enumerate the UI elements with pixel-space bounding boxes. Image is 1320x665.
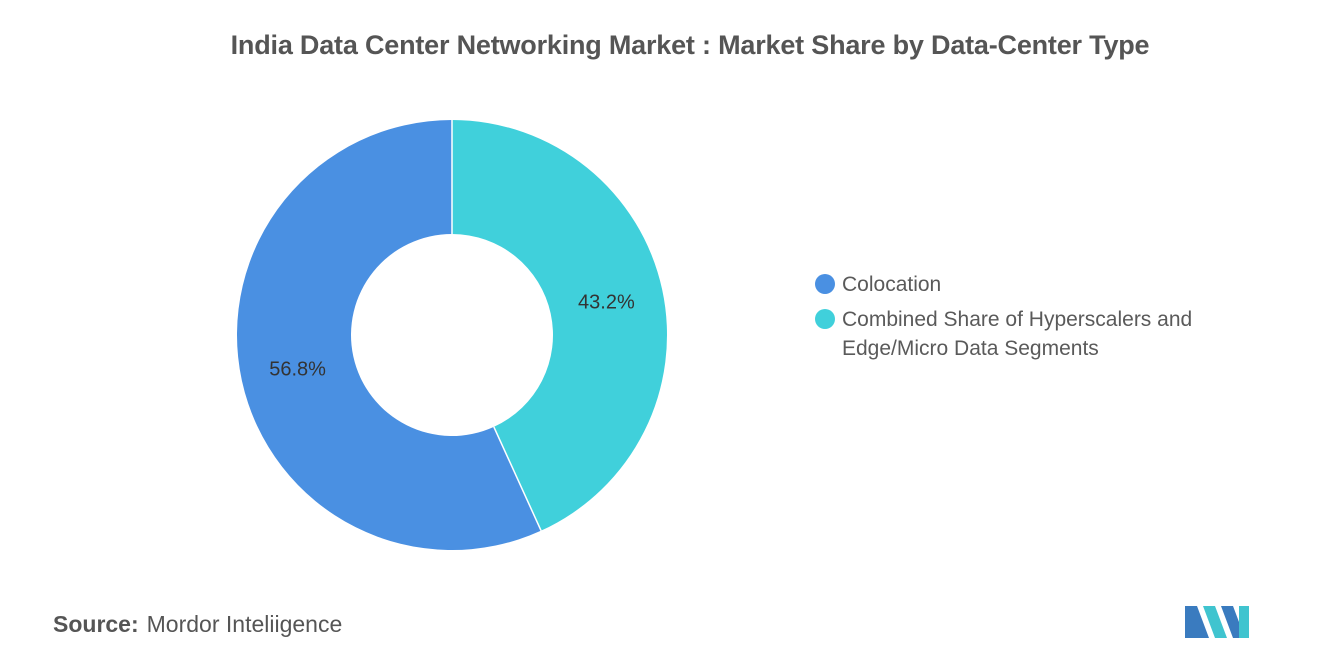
chart-legend: Colocation Combined Share of Hyperscaler… xyxy=(815,270,1255,369)
source-value: Mordor Inteliigence xyxy=(146,611,343,637)
data-label-colocation: 56.8% xyxy=(269,358,326,380)
legend-swatch-colocation xyxy=(815,274,835,294)
data-label-hyperscalers-edge: 43.2% xyxy=(578,292,635,314)
logo-shape-left xyxy=(1185,606,1209,638)
legend-item-colocation: Colocation xyxy=(815,270,1255,299)
source-label: Source: xyxy=(53,611,139,637)
legend-item-hyperscalers-edge: Combined Share of Hyperscalers and Edge/… xyxy=(815,305,1255,363)
legend-swatch-hyperscalers-edge xyxy=(815,309,835,329)
legend-label-colocation: Colocation xyxy=(842,273,942,296)
source-note: Source: Mordor Inteliigence xyxy=(53,611,342,638)
chart-title: India Data Center Networking Market : Ma… xyxy=(230,30,1150,60)
slice-hyperscalers-edge xyxy=(452,120,667,531)
mordor-intelligence-logo xyxy=(1185,606,1249,638)
logo-bar-right xyxy=(1239,606,1249,638)
logo-shape-middle xyxy=(1203,606,1227,638)
legend-label-hyperscalers-edge: Combined Share of Hyperscalers and Edge/… xyxy=(842,308,1193,360)
slice-colocation xyxy=(237,120,542,550)
slice-separator-1 xyxy=(493,426,542,531)
